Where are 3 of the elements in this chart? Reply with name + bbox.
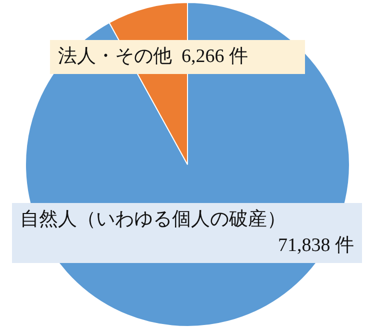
slice-label: 自然人（いわゆる個人の破産）	[20, 208, 287, 232]
slice-label: 法人・その他 6,266 件	[50, 40, 305, 74]
data-label: 71,838 件	[277, 234, 354, 258]
